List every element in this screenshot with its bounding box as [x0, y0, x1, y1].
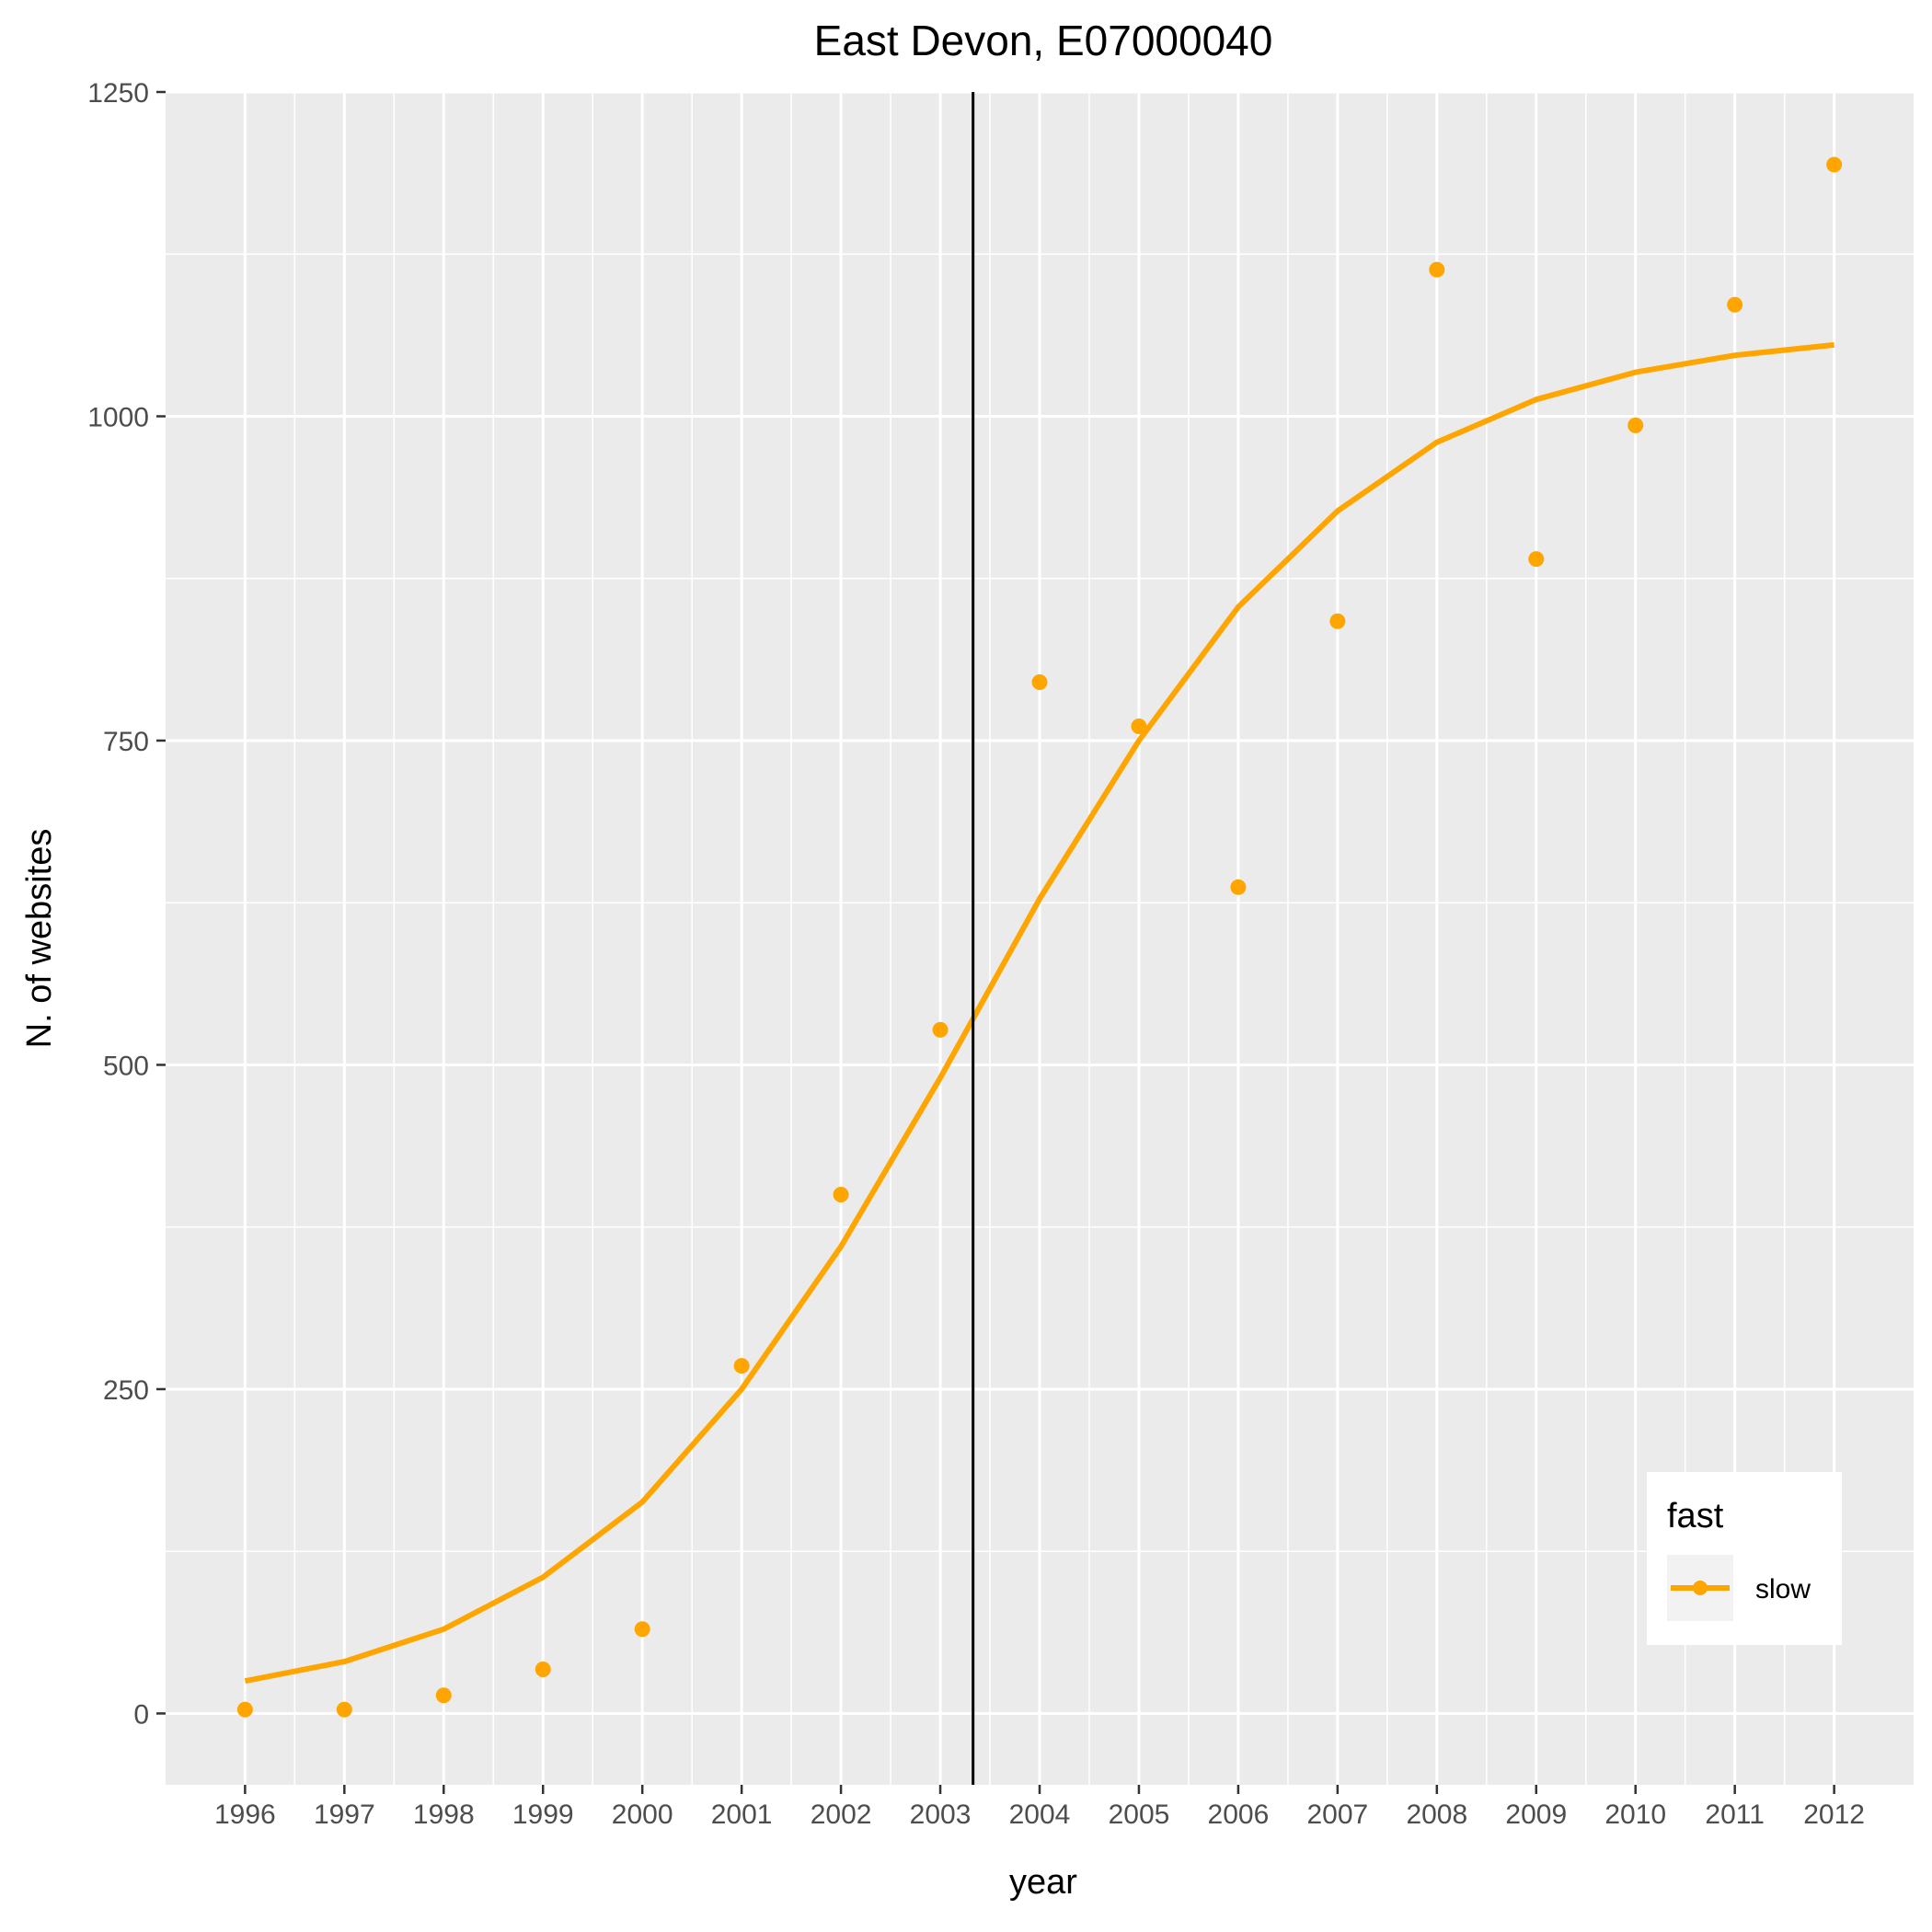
y-tick-label: 250 — [103, 1375, 149, 1406]
legend-label-slow: slow — [1755, 1574, 1811, 1604]
y-tick-label: 1000 — [87, 402, 149, 432]
x-tick-label: 2005 — [1109, 1800, 1170, 1830]
y-axis-title: N. of websites — [20, 829, 59, 1049]
x-tick-label: 2011 — [1705, 1800, 1765, 1830]
data-point — [1230, 879, 1247, 895]
legend-title: fast — [1667, 1497, 1724, 1535]
x-tick-label: 2003 — [910, 1800, 972, 1830]
data-point — [1826, 156, 1843, 173]
fitted-line-layer — [244, 341, 1834, 1685]
data-point — [1031, 674, 1048, 691]
y-tick-label: 750 — [103, 727, 149, 757]
data-point — [1727, 296, 1743, 313]
x-tick-label: 1999 — [512, 1800, 574, 1830]
y-tick-label: 0 — [133, 1699, 149, 1730]
data-point — [1528, 551, 1545, 568]
x-tick-label: 2008 — [1406, 1800, 1467, 1830]
y-tick-label: 1250 — [87, 78, 149, 109]
data-point — [336, 1701, 352, 1718]
data-point — [236, 1701, 253, 1718]
y-axis: 0 250 500 750 1000 1250 — [87, 78, 166, 1730]
legend-key-point — [1693, 1581, 1708, 1595]
data-point — [1429, 261, 1445, 278]
x-tick-label: 2006 — [1208, 1800, 1270, 1830]
x-tick-label: 2009 — [1505, 1800, 1567, 1830]
x-tick-label: 2010 — [1604, 1800, 1666, 1830]
x-tick-label: 2012 — [1803, 1800, 1865, 1830]
y-tick-label: 500 — [103, 1051, 149, 1081]
x-axis-title: year — [1009, 1863, 1077, 1902]
x-tick-label: 2007 — [1306, 1800, 1368, 1830]
fitted-line-slow — [244, 341, 1834, 1685]
x-tick-label: 2000 — [612, 1800, 673, 1830]
x-tick-label: 2002 — [811, 1800, 872, 1830]
x-tick-label: 1997 — [314, 1800, 375, 1830]
data-point — [1627, 417, 1644, 433]
x-tick-label: 1998 — [413, 1800, 475, 1830]
data-point — [833, 1186, 849, 1202]
legend: fast slow — [1647, 1472, 1842, 1645]
data-point — [435, 1687, 452, 1704]
x-tick-label: 2001 — [711, 1800, 773, 1830]
data-point-layer — [236, 156, 1843, 1718]
chart-title: East Devon, E07000040 — [814, 17, 1273, 64]
data-point — [932, 1021, 949, 1038]
data-point — [535, 1662, 551, 1678]
x-tick-label: 2004 — [1009, 1800, 1071, 1830]
data-point — [1329, 613, 1346, 629]
data-point — [733, 1358, 750, 1374]
data-point — [634, 1621, 650, 1638]
data-point — [1131, 718, 1147, 734]
x-tick-label: 1996 — [214, 1800, 276, 1830]
x-axis: 1996 1997 1998 1999 2000 2001 2002 2003 2004 2005… — [214, 1785, 1865, 1830]
